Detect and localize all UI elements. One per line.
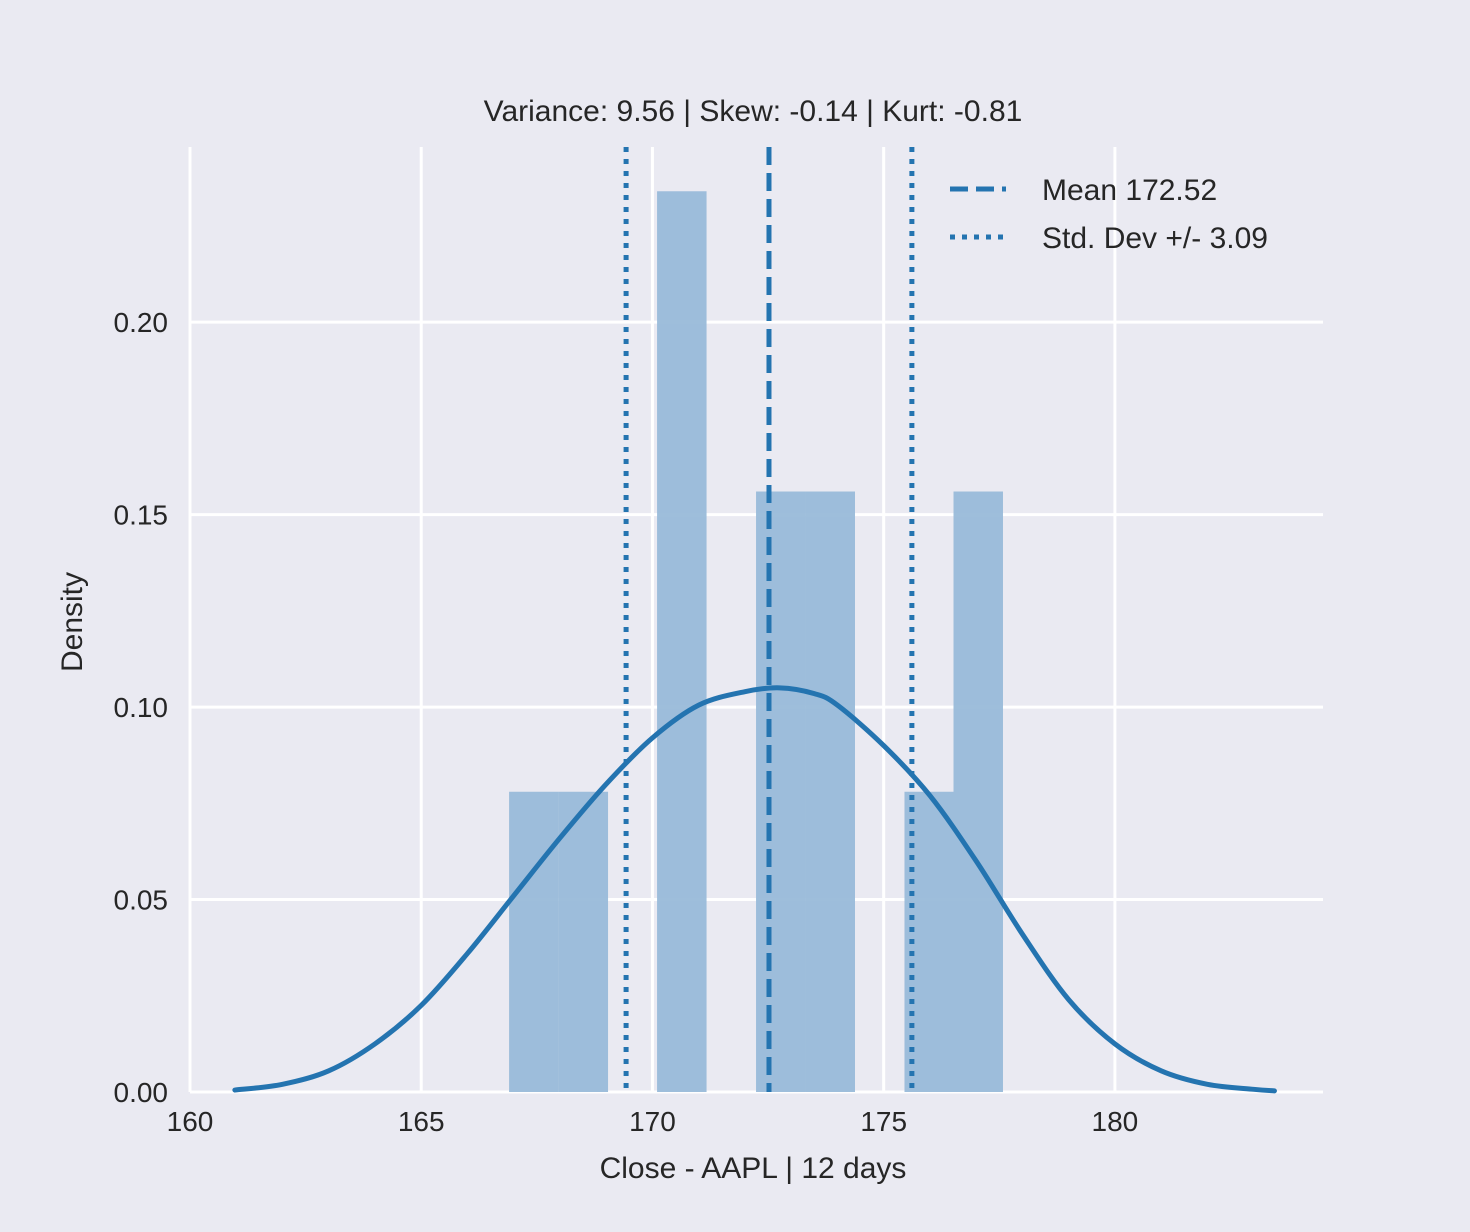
y-tick-label: 0.00 [114, 1077, 169, 1108]
x-tick-label: 175 [860, 1106, 907, 1137]
histogram-bar [805, 491, 856, 1092]
x-tick-label: 165 [398, 1106, 445, 1137]
histogram-bar [756, 491, 806, 1092]
legend: Mean 172.52 Std. Dev +/- 3.09 [950, 174, 1268, 255]
chart-title: Variance: 9.56 | Skew: -0.14 | Kurt: -0.… [484, 95, 1023, 128]
y-tick-label: 0.05 [114, 885, 169, 916]
x-tick-label: 160 [167, 1106, 214, 1137]
histogram-bar [509, 791, 559, 1092]
legend-mean-label: Mean 172.52 [1042, 174, 1217, 207]
legend-std-label: Std. Dev +/- 3.09 [1042, 222, 1268, 255]
y-tick-label: 0.20 [114, 307, 169, 338]
x-tick-label: 170 [629, 1106, 676, 1137]
histogram-bar [657, 191, 707, 1093]
x-axis-label: Close - AAPL | 12 days [600, 1152, 907, 1185]
kde-curve [232, 685, 1277, 1094]
y-axis-label: Density [56, 572, 89, 672]
y-tick-label: 0.15 [114, 500, 169, 531]
y-tick-label: 0.10 [114, 692, 169, 723]
histogram-bar [558, 791, 609, 1092]
histogram-bars [509, 191, 1003, 1093]
histogram-bar [953, 491, 1003, 1092]
kde-curve-layer [232, 685, 1277, 1094]
tick-labels: 160 165 170 175 180 0.00 0.05 0.10 0.15 0.20 [114, 307, 1139, 1137]
reference-lines [623, 147, 915, 1092]
x-tick-label: 180 [1092, 1106, 1139, 1137]
